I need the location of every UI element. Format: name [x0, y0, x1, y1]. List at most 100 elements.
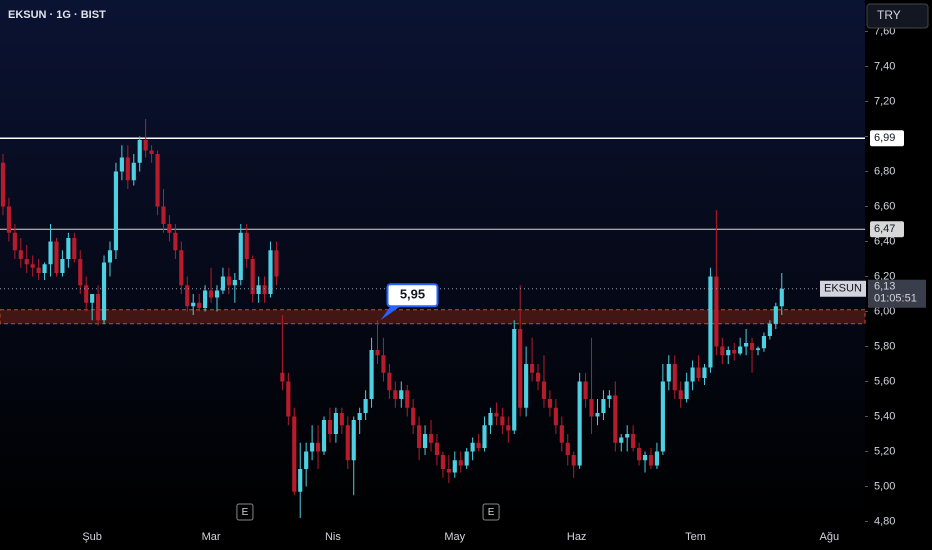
- candle-body: [381, 355, 386, 373]
- candle-body: [512, 329, 517, 431]
- x-tick-label: Haz: [567, 531, 587, 543]
- candle-body: [583, 381, 588, 399]
- candle-body: [369, 350, 374, 399]
- current-name-box: [820, 280, 866, 297]
- candle-body: [286, 381, 291, 417]
- candle-body: [476, 442, 481, 448]
- candle-body: [226, 276, 231, 286]
- candle-body: [654, 451, 660, 466]
- candle-body: [613, 395, 618, 443]
- y-tick-label: 7,20: [874, 95, 895, 107]
- event-box: [236, 503, 254, 521]
- candle-body: [6, 206, 11, 233]
- candle-body: [137, 140, 142, 163]
- candle-body: [12, 232, 17, 251]
- candle-body: [375, 350, 380, 356]
- candle-body: [214, 290, 220, 298]
- candle-body: [90, 294, 95, 303]
- candle-body: [405, 390, 410, 408]
- candle-body: [310, 442, 315, 452]
- candle-body: [339, 413, 344, 426]
- candle-body: [143, 140, 148, 151]
- candle-body: [595, 413, 600, 417]
- candle-body: [434, 442, 440, 455]
- candle-body: [767, 323, 772, 336]
- candle-body: [197, 302, 202, 308]
- candle-body: [363, 399, 368, 413]
- candle-body: [387, 372, 392, 391]
- candle-body: [749, 343, 755, 350]
- candle-body: [84, 285, 89, 303]
- currency-label[interactable]: TRY: [877, 8, 901, 22]
- callout-pointer: [380, 306, 401, 321]
- current-name: EKSUN: [824, 283, 862, 295]
- event-label: E: [488, 507, 495, 518]
- y-tick-label: 6,40: [874, 235, 895, 247]
- candle-body: [488, 413, 493, 426]
- callout-label: 5,95: [400, 287, 425, 302]
- candle-body: [440, 455, 445, 469]
- candle-body: [470, 442, 475, 452]
- event-label: E: [242, 507, 249, 518]
- candle-body: [333, 413, 338, 434]
- candle-body: [280, 372, 285, 382]
- candle-body: [535, 372, 541, 382]
- callout-box: [386, 283, 439, 308]
- candle-body: [131, 162, 136, 181]
- y-tick-label: 6,00: [874, 305, 895, 317]
- candle-body: [684, 381, 689, 399]
- candle-body: [292, 416, 297, 492]
- x-tick-label: Şub: [82, 531, 102, 543]
- candle-body: [351, 420, 356, 461]
- candle-body: [678, 390, 683, 399]
- candle-body: [702, 367, 707, 378]
- currency-button[interactable]: [866, 3, 929, 29]
- candle-body: [78, 259, 83, 286]
- y-tick-label: 5,40: [874, 410, 895, 422]
- candle-body: [208, 290, 214, 298]
- candle-body: [494, 413, 499, 417]
- candle-body: [232, 280, 237, 286]
- candle-body: [244, 232, 249, 259]
- candle-body: [500, 416, 505, 426]
- candle-body: [773, 306, 778, 324]
- y-tick-label: 6,20: [874, 270, 895, 282]
- candle-body: [529, 364, 535, 373]
- candle-body: [315, 442, 321, 452]
- y-tick-label: 4,80: [874, 515, 895, 527]
- candle-body: [714, 276, 719, 347]
- candle-body: [755, 348, 761, 350]
- candle-body: [411, 407, 416, 426]
- y-tick-label: 7,40: [874, 60, 895, 72]
- level-label-box: [870, 130, 904, 147]
- level-label: 6,47: [874, 223, 895, 235]
- candle-body: [72, 238, 77, 259]
- candle-body: [524, 364, 529, 408]
- candle-body: [48, 241, 53, 265]
- candle-body: [518, 329, 523, 408]
- level-label-box: [870, 221, 904, 238]
- candle-body: [256, 285, 261, 294]
- x-tick-label: Nis: [325, 531, 341, 543]
- candle-body: [173, 232, 178, 251]
- y-tick-label: 5,20: [874, 445, 895, 457]
- candle-body: [149, 150, 154, 154]
- candle-body: [185, 285, 190, 307]
- candle-body: [452, 460, 457, 473]
- candle-body: [631, 434, 636, 448]
- candle-body: [744, 343, 749, 347]
- candle-body: [625, 434, 630, 438]
- candle-body: [60, 259, 65, 273]
- candle-body: [553, 407, 558, 426]
- candle-body: [660, 381, 665, 452]
- candle-body: [619, 437, 624, 443]
- support-zone: [0, 309, 866, 325]
- x-tick-label: Tem: [685, 531, 706, 543]
- candle-body: [458, 460, 463, 466]
- candle-body: [761, 336, 767, 349]
- candle-body: [113, 171, 119, 251]
- candle-body: [571, 455, 576, 466]
- candle-body: [274, 250, 279, 277]
- candle-body: [417, 425, 422, 448]
- candle-body: [107, 250, 113, 263]
